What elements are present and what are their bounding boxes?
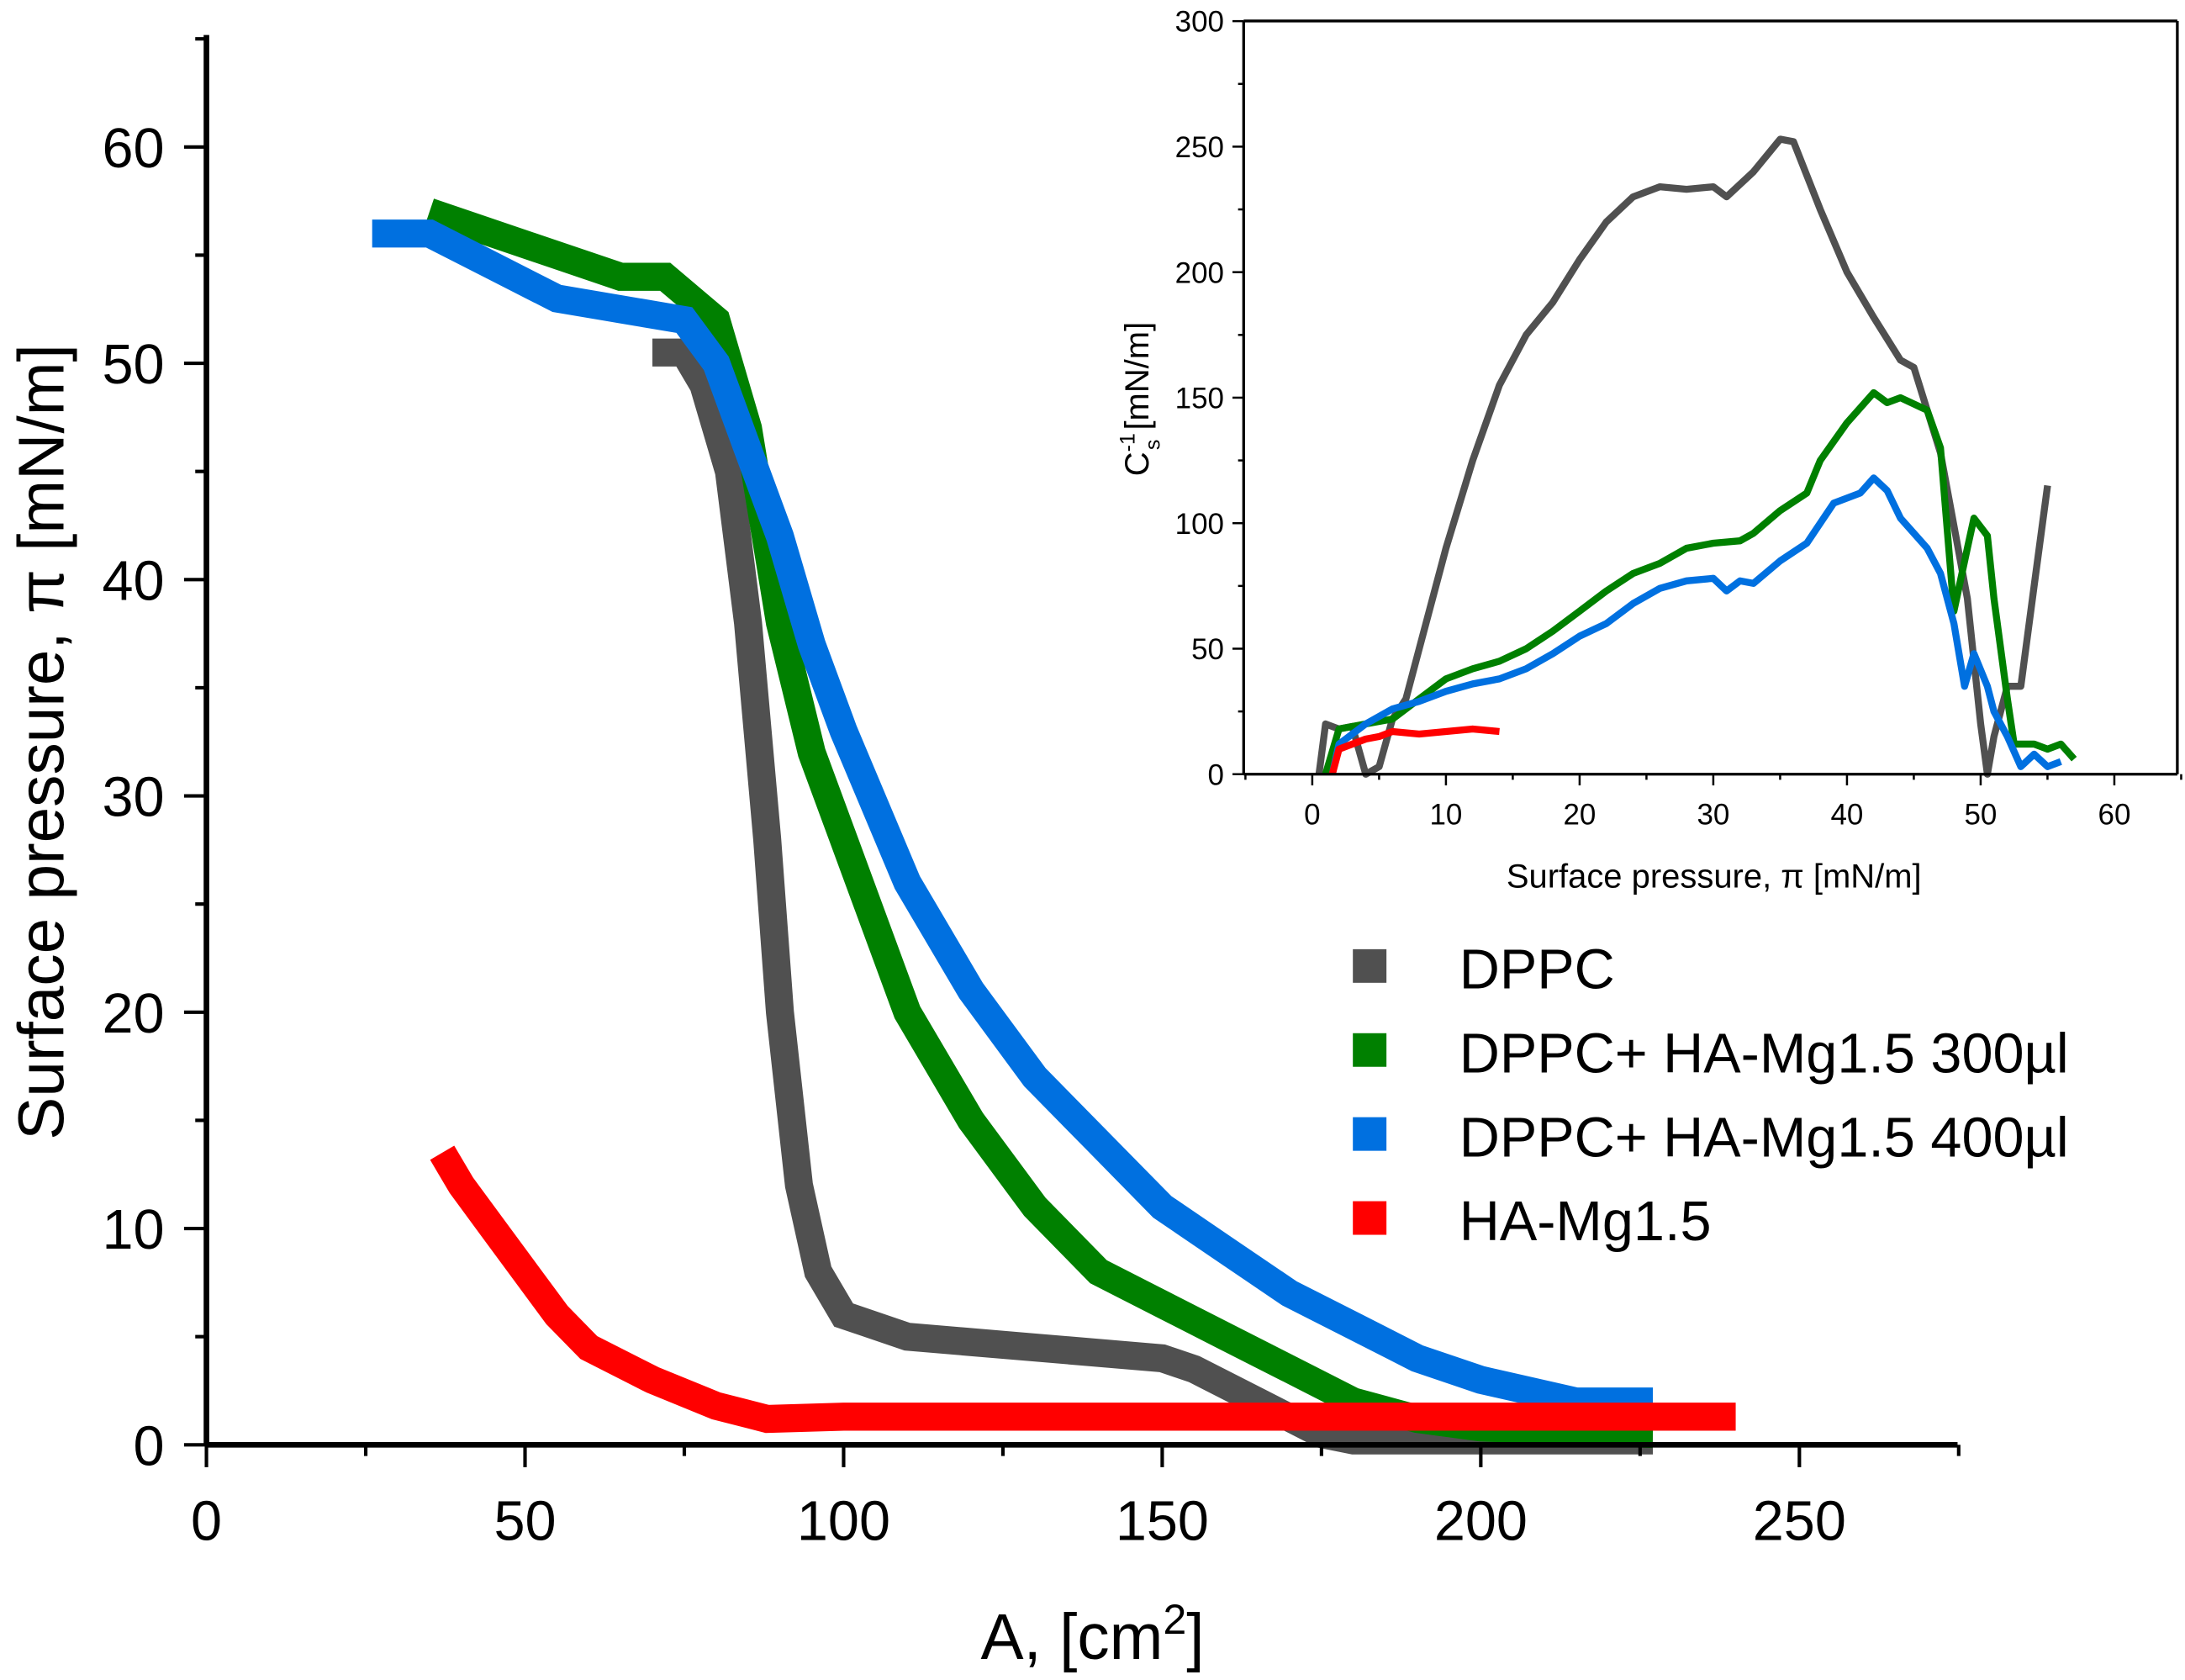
y-tick-label: 10 xyxy=(103,1199,165,1261)
y-tick-label: 30 xyxy=(103,767,165,829)
y-tick-label: 200 xyxy=(1175,256,1224,289)
y-tick-label: 150 xyxy=(1175,383,1224,415)
y-tick-label: 0 xyxy=(1208,758,1224,791)
y-tick-label: 0 xyxy=(134,1415,165,1477)
x-tick-label: 150 xyxy=(1116,1491,1209,1553)
series-line-dppc-ha-mg1-5-400-l xyxy=(1328,474,2062,775)
x-tick-label: 250 xyxy=(1753,1491,1846,1553)
series-line-dppc-ha-mg1-5-300-l xyxy=(425,198,1654,1449)
y-tick-label: 50 xyxy=(1191,633,1224,666)
legend-label: HA-Mg1.5 xyxy=(1459,1191,1712,1253)
x-tick-label: 200 xyxy=(1434,1491,1528,1553)
y-tick-label: 20 xyxy=(103,983,165,1045)
legend-swatch xyxy=(1353,1033,1387,1067)
series-line-dppc xyxy=(652,338,1653,1455)
x-tick-label: 0 xyxy=(1304,799,1320,832)
series-line-dppc-ha-mg1-5-400-l xyxy=(372,219,1653,1416)
x-tick-label: 40 xyxy=(1830,799,1863,832)
x-tick-label: 20 xyxy=(1563,799,1596,832)
main-x-axis-label: A, [cm2] xyxy=(980,1596,1204,1673)
y-tick-label: 50 xyxy=(103,334,165,396)
inset-y-axis-label: C-1 s [mN/m] xyxy=(1116,322,1164,476)
legend-swatch xyxy=(1353,1117,1387,1151)
inset-x-axis-label: Surface pressure, π [mN/m] xyxy=(1507,858,1922,895)
y-tick-label: 40 xyxy=(103,550,165,612)
x-tick-label: 0 xyxy=(191,1491,222,1553)
legend-label: DPPC xyxy=(1459,938,1615,1001)
inset-chart: 0 10 20 30 40 50 60 0 50 100 150 200 250 300 xyxy=(1175,6,2182,832)
series-line-dppc-ha-mg1-5-300-l xyxy=(1322,388,2077,775)
x-tick-label: 50 xyxy=(493,1491,556,1553)
series-line-ha-mg1-5 xyxy=(430,1145,1736,1434)
y-tick-label: 60 xyxy=(103,118,165,180)
x-tick-label: 50 xyxy=(1964,799,1997,832)
x-tick-label: 10 xyxy=(1429,799,1462,832)
series-line-ha-mg1-5 xyxy=(1328,725,1500,775)
main-y-axis-label: Surface pressure, π [mN/m] xyxy=(7,344,78,1140)
y-tick-label: 300 xyxy=(1175,6,1224,39)
legend-label: DPPC+ HA-Mg1.5 300µl xyxy=(1459,1022,2069,1085)
x-tick-label: 60 xyxy=(2098,799,2131,832)
legend: DPPC DPPC+ HA-Mg1.5 300µl DPPC+ HA-Mg1.5 4… xyxy=(1353,938,2069,1253)
x-tick-label: 30 xyxy=(1697,799,1729,832)
y-tick-label: 250 xyxy=(1175,131,1224,164)
legend-label: DPPC+ HA-Mg1.5 400µl xyxy=(1459,1107,2069,1169)
y-tick-label: 100 xyxy=(1175,508,1224,541)
legend-swatch xyxy=(1353,948,1387,983)
x-tick-label: 100 xyxy=(797,1491,890,1553)
legend-swatch xyxy=(1353,1201,1387,1235)
